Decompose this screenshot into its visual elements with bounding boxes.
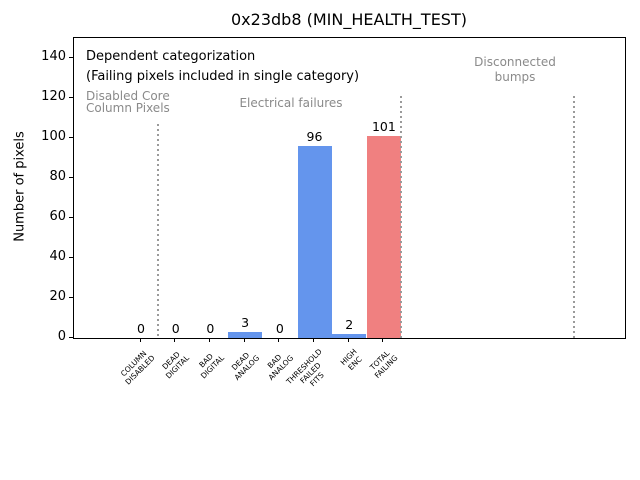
y-tick-label: 40 bbox=[49, 249, 66, 264]
y-tick-mark bbox=[69, 297, 73, 298]
x-tick-label: COLUMN DISABLED bbox=[119, 348, 157, 387]
y-tick-mark bbox=[69, 137, 73, 138]
annotation-dependent-categorization: Dependent categorization bbox=[86, 49, 256, 64]
x-tick-mark bbox=[139, 338, 141, 342]
bar bbox=[228, 332, 263, 338]
x-tick-mark bbox=[313, 338, 314, 342]
bar bbox=[332, 334, 367, 338]
bar bbox=[366, 136, 401, 338]
bar-value-label: 2 bbox=[345, 317, 354, 332]
bar-value-label: 0 bbox=[206, 321, 215, 336]
x-tick-label: DEAD ANALOG bbox=[229, 350, 261, 383]
y-tick-label: 100 bbox=[41, 129, 66, 144]
y-tick-mark bbox=[69, 217, 73, 218]
section-label-disconnected-bumps: Disconnected bumps bbox=[474, 55, 556, 84]
y-tick-mark bbox=[69, 337, 73, 338]
x-tick-label: THRESHOLD FAILED FITS bbox=[284, 347, 326, 389]
y-tick-mark bbox=[69, 177, 73, 178]
y-tick-mark bbox=[69, 57, 73, 58]
section-separator-dotted-line bbox=[573, 96, 576, 338]
y-tick-label: 140 bbox=[41, 49, 66, 64]
annotation-failing-pixels-note: (Failing pixels included in single categ… bbox=[86, 69, 360, 84]
bar-value-label: 0 bbox=[171, 321, 180, 336]
x-tick-mark bbox=[382, 338, 384, 342]
bar-value-label: 3 bbox=[241, 315, 250, 330]
chart-title: 0x23db8 (MIN_HEALTH_TEST) bbox=[231, 10, 467, 29]
y-tick-label: 0 bbox=[57, 329, 66, 344]
bar-value-label: 96 bbox=[306, 129, 323, 144]
y-tick-label: 120 bbox=[41, 89, 66, 104]
x-tick-mark bbox=[174, 338, 176, 342]
bar-value-label: 0 bbox=[275, 321, 284, 336]
x-tick-mark bbox=[278, 338, 280, 342]
y-tick-label: 60 bbox=[49, 209, 66, 224]
section-label-electrical-failures: Electrical failures bbox=[239, 96, 343, 110]
x-tick-mark bbox=[347, 338, 349, 342]
x-tick-mark bbox=[243, 338, 245, 342]
section-separator-dotted-line bbox=[157, 124, 160, 338]
y-tick-label: 80 bbox=[49, 169, 66, 184]
x-tick-label: TOTAL FAILING bbox=[368, 348, 400, 381]
section-label-disabled-core-column-pixels: Disabled Core Column Pixels bbox=[86, 89, 170, 115]
bar-value-label: 101 bbox=[371, 119, 396, 134]
bar bbox=[297, 146, 332, 338]
x-tick-mark bbox=[208, 338, 210, 342]
y-tick-label: 20 bbox=[49, 289, 66, 304]
y-tick-mark bbox=[69, 97, 73, 98]
x-tick-label: HIGH ENC bbox=[338, 347, 364, 373]
x-tick-label: BAD DIGITAL bbox=[197, 351, 227, 381]
x-tick-label: DEAD DIGITAL bbox=[160, 349, 192, 381]
y-tick-mark bbox=[69, 257, 73, 258]
plot-area: Dependent categorization (Failing pixels… bbox=[73, 37, 626, 339]
section-separator-dotted-line bbox=[400, 96, 403, 338]
bar-value-label: 0 bbox=[137, 321, 145, 336]
